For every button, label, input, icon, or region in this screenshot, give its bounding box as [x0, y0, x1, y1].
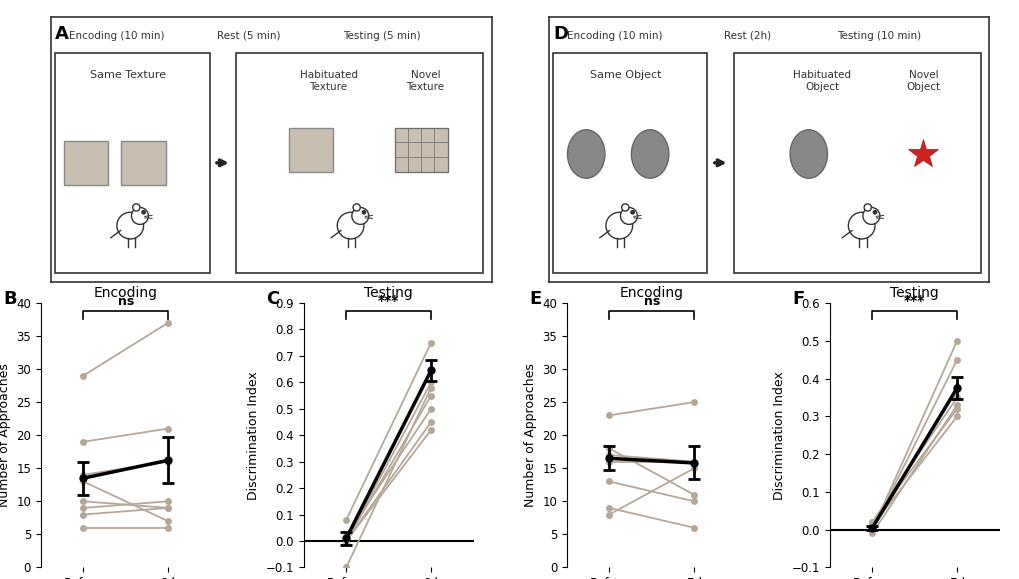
Ellipse shape — [790, 130, 826, 178]
Circle shape — [863, 204, 870, 211]
Circle shape — [862, 207, 879, 225]
Text: Same Texture: Same Texture — [90, 70, 166, 80]
Bar — [288, 127, 332, 171]
Circle shape — [131, 207, 149, 225]
Text: Habituated
Object: Habituated Object — [792, 70, 850, 92]
Text: ***: *** — [903, 294, 924, 308]
Text: Rest (5 min): Rest (5 min) — [217, 31, 280, 41]
Ellipse shape — [631, 130, 668, 178]
Text: Encoding (10 min): Encoding (10 min) — [69, 31, 165, 41]
Circle shape — [620, 207, 637, 225]
Text: Habituated
Texture: Habituated Texture — [300, 70, 358, 92]
Circle shape — [872, 211, 876, 214]
Circle shape — [142, 211, 145, 214]
Title: Testing: Testing — [364, 287, 413, 301]
Y-axis label: Number of Approaches: Number of Approaches — [523, 363, 536, 507]
Text: C: C — [266, 290, 279, 308]
Text: D: D — [552, 25, 568, 43]
Text: Testing (10 min): Testing (10 min) — [837, 31, 920, 41]
Circle shape — [117, 212, 144, 239]
Text: Same Object: Same Object — [590, 70, 661, 80]
Y-axis label: Discrimination Index: Discrimination Index — [772, 371, 786, 500]
FancyBboxPatch shape — [733, 53, 979, 273]
FancyBboxPatch shape — [552, 53, 707, 273]
Circle shape — [352, 207, 369, 225]
Text: B: B — [3, 290, 17, 308]
Text: F: F — [792, 290, 804, 308]
Circle shape — [337, 212, 364, 239]
Y-axis label: Discrimination Index: Discrimination Index — [247, 371, 260, 500]
Circle shape — [605, 212, 632, 239]
Bar — [121, 141, 165, 185]
FancyBboxPatch shape — [235, 53, 482, 273]
Circle shape — [132, 204, 140, 211]
Circle shape — [621, 204, 629, 211]
Text: Encoding (10 min): Encoding (10 min) — [567, 31, 662, 41]
Text: E: E — [529, 290, 541, 308]
Text: ns: ns — [643, 295, 659, 308]
Ellipse shape — [567, 130, 604, 178]
Title: Testing: Testing — [890, 287, 938, 301]
Circle shape — [362, 211, 365, 214]
Text: Testing (5 min): Testing (5 min) — [342, 31, 420, 41]
Bar — [64, 141, 108, 185]
Title: Encoding: Encoding — [620, 287, 683, 301]
Text: Rest (2h): Rest (2h) — [722, 31, 770, 41]
Text: ***: *** — [378, 294, 399, 308]
Text: ns: ns — [117, 295, 133, 308]
Y-axis label: Number of Approaches: Number of Approaches — [0, 363, 10, 507]
Text: Novel
Object: Novel Object — [906, 70, 940, 92]
Circle shape — [353, 204, 360, 211]
Circle shape — [631, 211, 634, 214]
Circle shape — [848, 212, 874, 239]
Text: A: A — [55, 25, 69, 43]
Title: Encoding: Encoding — [94, 287, 158, 301]
Bar — [394, 127, 447, 171]
Text: Novel
Texture: Novel Texture — [407, 70, 444, 92]
FancyBboxPatch shape — [55, 53, 209, 273]
